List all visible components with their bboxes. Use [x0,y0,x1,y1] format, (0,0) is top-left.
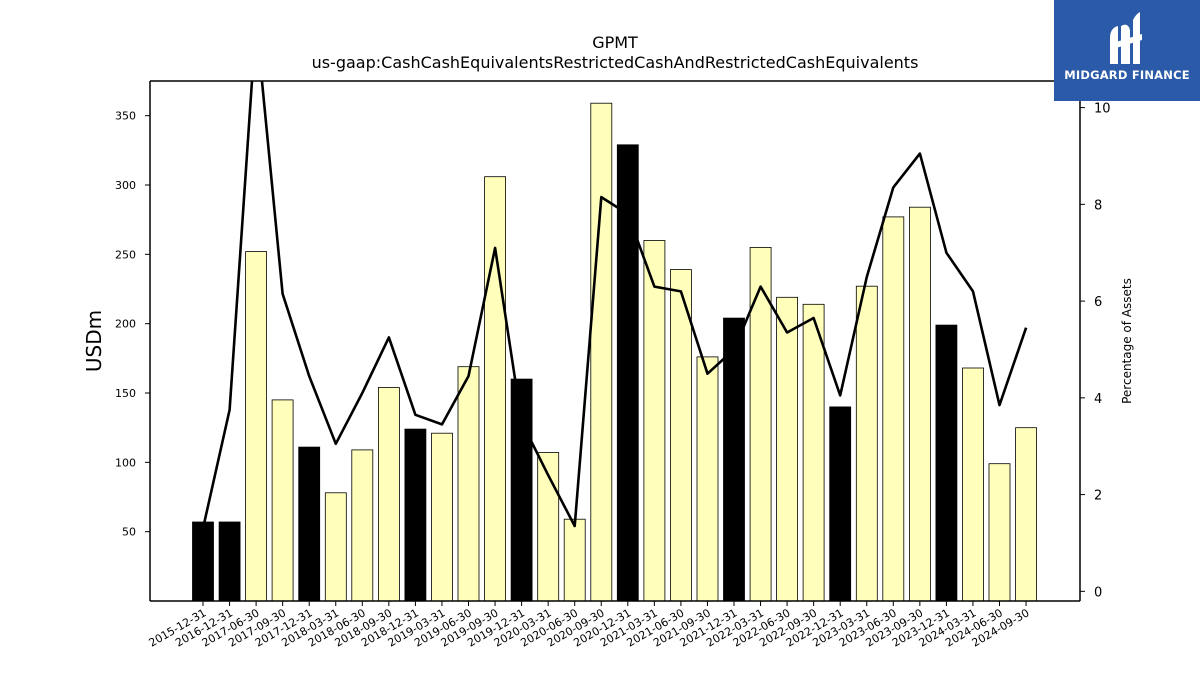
y2-tick-label: 0 [1094,585,1102,600]
y-tick-label: 50 [122,526,136,539]
y2-tick-label: 4 [1094,392,1102,407]
logo-text: MIDGARD FINANCE [1064,68,1190,82]
bar [457,366,480,602]
bar [802,303,825,602]
bar [696,356,719,602]
bar [510,378,533,602]
bar [324,492,347,602]
line-series [201,81,1028,529]
bar [563,518,586,602]
bar [882,216,905,602]
bar [909,206,931,602]
bar [271,399,294,602]
y-tick-label: 100 [115,456,136,469]
bar [1015,427,1037,602]
chart-title: GPMT [592,33,638,52]
bar-series [192,102,1037,602]
bar [988,463,1011,602]
bar [590,102,613,602]
y2-axis-label: Percentage of Assets [1120,278,1134,404]
percentage-line [201,81,1028,529]
y-tick-label: 200 [115,318,136,331]
bar [723,317,745,602]
y2-tick-label: 8 [1094,198,1102,213]
y-tick-label: 250 [115,248,136,261]
y2-tick-label: 2 [1094,489,1102,504]
bar [935,324,958,602]
bar [192,521,214,602]
bar [351,449,374,602]
bar [377,387,400,602]
bar [218,521,241,602]
midgard-finance-logo: MIDGARD FINANCE [1054,0,1200,101]
y-tick-label: 350 [115,110,136,123]
y-tick-label: 150 [115,387,136,400]
y2-tick-label: 10 [1094,102,1111,117]
y-axis-label: USDm [82,310,106,372]
bar [776,296,798,602]
y2-tick-label: 6 [1094,295,1102,310]
bar [670,269,692,602]
bar [643,240,666,602]
midgard-logo-icon [1110,12,1142,65]
bar [245,251,268,602]
bar [962,367,984,602]
bar [431,432,453,602]
bar [298,446,321,602]
bar [404,428,427,602]
bar [484,176,507,602]
y-tick-label: 300 [115,179,136,192]
bar [855,285,878,602]
bar [829,406,852,602]
chart-subtitle: us-gaap:CashCashEquivalentsRestrictedCas… [312,53,919,72]
